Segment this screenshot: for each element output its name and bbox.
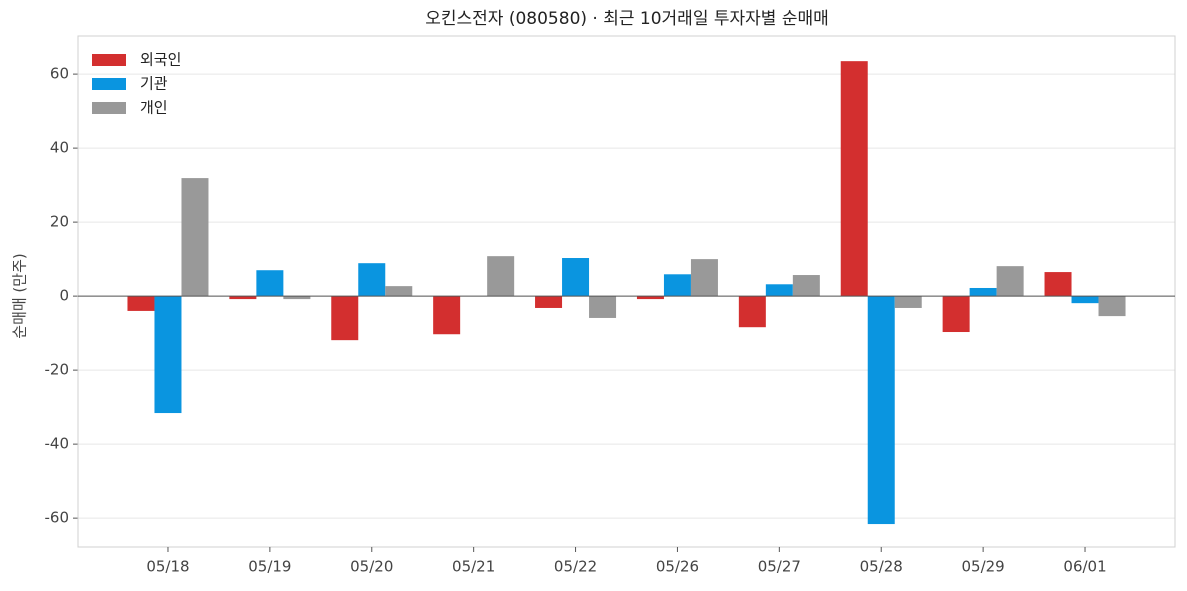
- bar: [792, 275, 820, 297]
- bar: [942, 296, 970, 333]
- legend-swatch: [92, 102, 126, 114]
- bar: [840, 61, 868, 297]
- y-tick-label: 60: [50, 65, 69, 83]
- x-tick-label: 05/29: [962, 558, 1005, 576]
- plot-frame: [77, 35, 1176, 548]
- bar: [690, 259, 718, 297]
- y-tick-label: -60: [45, 509, 70, 527]
- legend-label: 기관: [140, 75, 168, 93]
- x-tick-label: 05/26: [656, 558, 699, 576]
- legend-label: 개인: [140, 99, 168, 117]
- y-tick-label: 20: [50, 213, 69, 231]
- y-tick-label: -20: [45, 361, 70, 379]
- y-tick-label: 0: [59, 287, 69, 305]
- y-axis-label: 순매매 (만주): [11, 253, 29, 338]
- legend-label: 외국인: [140, 51, 181, 69]
- x-tick-label: 05/22: [554, 558, 597, 576]
- x-tick-label: 05/18: [146, 558, 189, 576]
- x-tick-label: 05/19: [248, 558, 291, 576]
- bar: [589, 296, 617, 318]
- x-tick-label: 05/21: [452, 558, 495, 576]
- bar: [663, 274, 691, 297]
- x-tick-label: 05/28: [860, 558, 903, 576]
- bar: [154, 296, 182, 414]
- bar: [1044, 272, 1072, 297]
- x-tick-label: 06/01: [1063, 558, 1106, 576]
- bar: [358, 263, 386, 297]
- bar: [127, 296, 155, 311]
- bar: [738, 296, 766, 328]
- x-tick-label: 05/27: [758, 558, 801, 576]
- bar: [229, 296, 257, 300]
- bar: [256, 270, 284, 297]
- bar: [765, 284, 793, 297]
- y-tick-label: -40: [45, 435, 70, 453]
- y-tick-label: 40: [50, 139, 69, 157]
- chart-title: 오킨스전자 (080580) · 최근 10거래일 투자자별 순매매: [425, 9, 829, 29]
- bar: [562, 258, 590, 297]
- bar: [385, 286, 413, 297]
- bar: [1071, 296, 1099, 304]
- bar: [894, 296, 922, 308]
- bar: [433, 296, 461, 335]
- bar: [636, 296, 664, 300]
- bar: [331, 296, 359, 341]
- bar: [181, 178, 209, 297]
- bar: [867, 296, 895, 525]
- x-tick-label: 05/20: [350, 558, 393, 576]
- bar: [487, 256, 515, 297]
- bar: [283, 296, 311, 300]
- legend-swatch: [92, 54, 126, 66]
- bar: [1098, 296, 1126, 317]
- bar: [996, 266, 1024, 297]
- legend-swatch: [92, 78, 126, 90]
- bar: [969, 287, 997, 297]
- bar: [535, 296, 563, 308]
